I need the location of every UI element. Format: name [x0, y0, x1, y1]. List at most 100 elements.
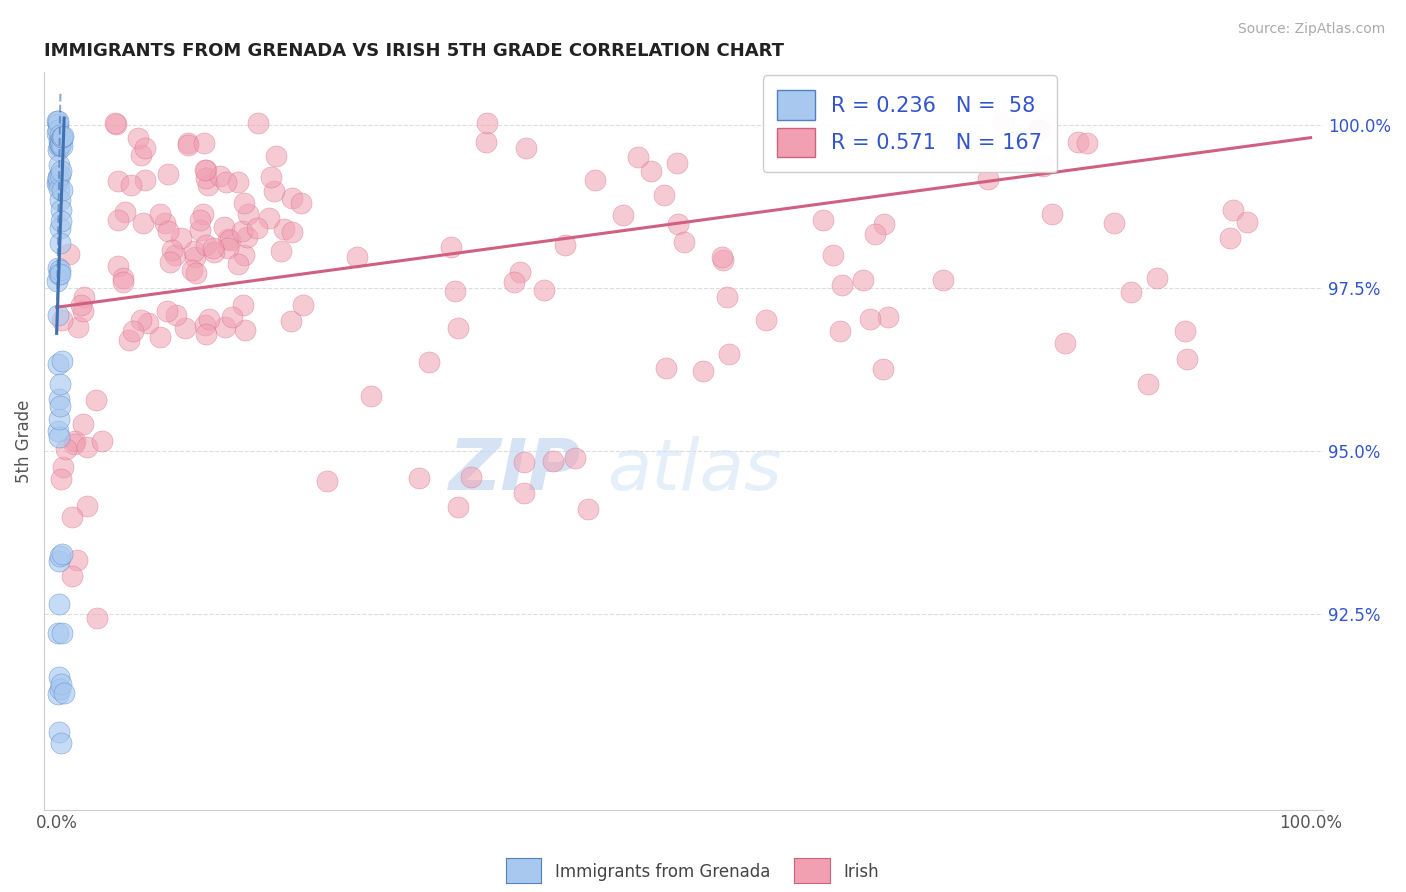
Point: [51, 130, 73, 145]
Point: [188, 223, 211, 237]
Point: [66, 553, 89, 567]
Point: [49, 472, 72, 486]
Point: [226, 257, 249, 271]
Point: [257, 211, 280, 225]
Point: [1146, 271, 1168, 285]
Point: [270, 244, 292, 258]
Point: [48, 553, 70, 567]
Point: [877, 310, 900, 324]
Point: [460, 469, 482, 483]
Point: [195, 170, 218, 185]
Point: [46, 424, 69, 438]
Point: [170, 231, 193, 245]
Point: [159, 254, 181, 268]
Point: [122, 324, 145, 338]
Point: [48, 158, 70, 172]
Point: [191, 207, 214, 221]
Point: [755, 312, 778, 326]
Point: [509, 265, 531, 279]
Point: [195, 163, 218, 178]
Point: [120, 178, 142, 192]
Point: [51, 139, 73, 153]
Point: [51, 547, 73, 561]
Point: [136, 316, 159, 330]
Point: [48, 139, 70, 153]
Point: [105, 117, 128, 131]
Point: [49, 221, 72, 235]
Point: [214, 320, 236, 334]
Point: [541, 453, 564, 467]
Point: [194, 318, 217, 332]
Point: [228, 175, 250, 189]
Point: [236, 230, 259, 244]
Point: [1119, 285, 1142, 299]
Point: [447, 500, 470, 514]
Point: [977, 172, 1000, 186]
Point: [852, 272, 875, 286]
Point: [811, 212, 834, 227]
Point: [46, 126, 69, 140]
Point: [55, 442, 77, 456]
Point: [48, 597, 70, 611]
Point: [513, 455, 536, 469]
Point: [51, 184, 73, 198]
Point: [184, 251, 207, 265]
Point: [666, 217, 689, 231]
Point: [62, 437, 84, 451]
Point: [84, 392, 107, 407]
Point: [48, 170, 70, 185]
Point: [49, 681, 72, 696]
Point: [652, 188, 675, 202]
Point: [177, 136, 200, 151]
Point: [51, 677, 73, 691]
Point: [217, 232, 239, 246]
Point: [1136, 376, 1159, 391]
Point: [1236, 215, 1258, 229]
Point: [51, 353, 73, 368]
Text: ZIP: ZIP: [449, 436, 581, 505]
Point: [107, 213, 129, 227]
Point: [214, 175, 236, 189]
Point: [49, 136, 72, 151]
Point: [46, 177, 69, 191]
Point: [48, 267, 70, 281]
Point: [198, 311, 221, 326]
Point: [180, 263, 202, 277]
Point: [439, 240, 461, 254]
Point: [246, 221, 269, 235]
Point: [49, 203, 72, 218]
Point: [583, 173, 606, 187]
Point: [48, 134, 70, 148]
Point: [217, 241, 239, 255]
Point: [993, 115, 1015, 129]
Point: [156, 224, 179, 238]
Point: [408, 470, 430, 484]
Point: [444, 284, 467, 298]
Point: [48, 412, 70, 426]
Point: [281, 225, 304, 239]
Point: [49, 376, 72, 391]
Point: [46, 261, 69, 276]
Point: [51, 130, 73, 145]
Point: [475, 116, 498, 130]
Point: [46, 357, 69, 371]
Point: [263, 184, 285, 198]
Text: Irish: Irish: [844, 863, 879, 881]
Point: [163, 248, 186, 262]
Point: [718, 347, 741, 361]
Point: [183, 244, 205, 259]
Point: [127, 131, 149, 145]
Point: [49, 267, 72, 281]
Point: [1067, 135, 1090, 149]
Point: [48, 392, 70, 406]
Point: [292, 298, 315, 312]
Point: [118, 333, 141, 347]
Point: [131, 312, 153, 326]
Point: [1028, 122, 1050, 136]
Point: [202, 245, 225, 260]
Point: [46, 687, 69, 701]
Point: [51, 313, 73, 327]
Point: [233, 247, 256, 261]
Point: [1174, 324, 1197, 338]
Point: [86, 611, 108, 625]
